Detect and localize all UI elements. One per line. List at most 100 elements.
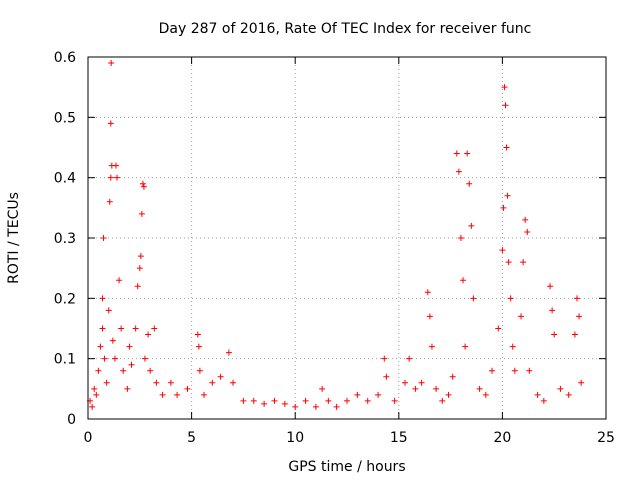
- data-point: [250, 397, 257, 404]
- data-point: [504, 192, 511, 199]
- x-tick-label: 20: [493, 430, 511, 446]
- data-point: [174, 391, 181, 398]
- data-point: [118, 325, 125, 332]
- data-point: [455, 168, 462, 175]
- data-point: [549, 307, 556, 314]
- data-point: [128, 361, 135, 368]
- data-point: [524, 228, 531, 235]
- data-point: [132, 325, 139, 332]
- data-point: [500, 204, 507, 211]
- data-point: [499, 247, 506, 254]
- data-point: [89, 403, 96, 410]
- data-point: [194, 331, 201, 338]
- data-point: [319, 385, 326, 392]
- data-point: [412, 385, 419, 392]
- data-point: [106, 198, 113, 205]
- x-tick-label: 0: [84, 430, 93, 446]
- data-point: [292, 403, 299, 410]
- data-point: [209, 379, 216, 386]
- x-tick-label: 10: [286, 430, 304, 446]
- data-point: [112, 162, 119, 169]
- data-point: [261, 400, 268, 407]
- data-point: [424, 289, 431, 296]
- data-point: [489, 367, 496, 374]
- y-tick-label: 0.6: [54, 50, 76, 66]
- data-point: [460, 277, 467, 284]
- data-points: [87, 60, 585, 410]
- data-point: [107, 120, 114, 127]
- data-point: [126, 343, 133, 350]
- data-point: [312, 403, 319, 410]
- data-point: [195, 343, 202, 350]
- data-point: [503, 144, 510, 151]
- data-point: [418, 379, 425, 386]
- data-point: [140, 183, 147, 190]
- data-point: [114, 174, 121, 181]
- x-tick-label: 25: [597, 430, 615, 446]
- data-point: [240, 397, 247, 404]
- data-point: [557, 385, 564, 392]
- data-point: [147, 367, 154, 374]
- data-point: [428, 343, 435, 350]
- data-point: [105, 307, 112, 314]
- y-tick-label: 0: [67, 412, 76, 428]
- data-point: [476, 385, 483, 392]
- data-point: [139, 180, 146, 187]
- data-point: [502, 102, 509, 109]
- data-point: [141, 355, 148, 362]
- data-point: [99, 325, 106, 332]
- data-point: [116, 277, 123, 284]
- data-point: [406, 355, 413, 362]
- data-point: [97, 343, 104, 350]
- data-point: [501, 84, 508, 91]
- data-point: [103, 379, 110, 386]
- data-point: [482, 391, 489, 398]
- data-point: [333, 403, 340, 410]
- data-point: [137, 253, 144, 260]
- data-point: [375, 391, 382, 398]
- data-point: [99, 295, 106, 302]
- data-point: [184, 385, 191, 392]
- data-point: [464, 150, 471, 157]
- y-tick-label: 0.3: [54, 231, 76, 247]
- data-point: [520, 259, 527, 266]
- data-point: [91, 385, 98, 392]
- data-point: [201, 391, 208, 398]
- data-point: [325, 397, 332, 404]
- y-tick-label: 0.2: [54, 291, 76, 307]
- data-point: [344, 397, 350, 404]
- data-point: [470, 295, 477, 302]
- y-tick-label: 0.5: [54, 110, 76, 126]
- y-tick-label: 0.4: [54, 171, 76, 187]
- data-point: [136, 265, 143, 272]
- data-point: [540, 397, 547, 404]
- data-point: [101, 355, 108, 362]
- data-point: [505, 259, 512, 266]
- data-point: [449, 373, 456, 380]
- data-point: [573, 295, 580, 302]
- data-point: [565, 391, 572, 398]
- data-point: [134, 283, 141, 290]
- axis-ticks: 0 0.1 0.2 0.3 0.4 0.5 0.6 0 5 10 15 20 25: [54, 50, 615, 446]
- data-point: [551, 331, 558, 338]
- data-point: [495, 325, 502, 332]
- data-point: [534, 391, 541, 398]
- data-point: [526, 367, 533, 374]
- data-point: [107, 174, 114, 181]
- data-point: [453, 150, 460, 157]
- data-point: [111, 355, 118, 362]
- data-point: [364, 397, 371, 404]
- data-point: [383, 373, 390, 380]
- data-point: [402, 379, 409, 386]
- data-point: [507, 295, 514, 302]
- data-point: [509, 343, 516, 350]
- y-tick-label: 0.1: [54, 352, 76, 368]
- data-point: [217, 373, 224, 380]
- data-point: [381, 355, 388, 362]
- data-point: [576, 313, 583, 320]
- data-point: [151, 325, 158, 332]
- data-point: [100, 235, 107, 241]
- data-point: [468, 222, 475, 229]
- grid-lines: [88, 57, 606, 419]
